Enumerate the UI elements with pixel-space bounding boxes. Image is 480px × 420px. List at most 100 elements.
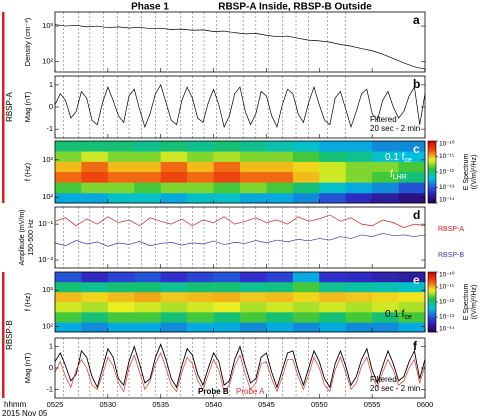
colorbar-step: [428, 167, 436, 170]
colorbar-label: E Spectrum: [463, 284, 470, 321]
colorbar-step: [428, 195, 436, 198]
spectrum-cell: [266, 192, 294, 204]
spectrum-cell: [213, 312, 241, 323]
y-axis-label: Mag (nT): [23, 91, 32, 122]
spectrum-cell: [160, 192, 188, 204]
spectrum-cell: [213, 301, 241, 313]
spectrum-cell: [81, 312, 109, 323]
spectrum-cell: [160, 171, 188, 183]
spectrum-cell: [213, 322, 241, 333]
spectrum-cell: [213, 192, 241, 204]
annotation-text: 0.1 f: [385, 152, 405, 163]
spectrum-cell: [345, 301, 373, 313]
spectrum-cell: [398, 192, 426, 204]
spectrum-cell: [107, 151, 135, 162]
spectrum-cell: [55, 141, 82, 152]
spectrum-cell: [55, 281, 82, 293]
colorbar-step: [428, 290, 436, 292]
colorbar-tick-label: 10⁻¹¹: [439, 284, 455, 291]
spectrum-cell: [160, 141, 188, 152]
spectrum-cell: [134, 301, 162, 313]
spectrum-cell: [292, 322, 320, 333]
spectrum-cell: [55, 301, 82, 313]
spectrum-cell: [55, 171, 82, 183]
spectrum-cell: [319, 151, 347, 162]
spectrum-cell: [292, 291, 320, 303]
y-axis-label: 150-500 Hz: [28, 219, 35, 256]
annotation: 20 sec - 2 min: [370, 384, 420, 393]
spectrum-cell: [372, 291, 399, 303]
annotation-text: f: [390, 169, 393, 180]
annotation: fLHR: [390, 169, 407, 181]
spectrum-cell: [55, 322, 82, 333]
colorbar-step: [428, 145, 436, 148]
y-axis-label: Density (cm⁻³): [23, 17, 32, 66]
annotation: Filtered: [370, 375, 397, 384]
y-tick-label: 10²: [42, 321, 53, 330]
spectrum-cell: [319, 301, 347, 313]
panel-letter: b: [413, 77, 420, 91]
spectrum-cell: [55, 151, 82, 162]
spectrum-cell: [319, 291, 347, 303]
spectrum-cell: [55, 192, 82, 204]
spectrum-cell: [372, 301, 399, 313]
colorbar-step: [428, 318, 436, 321]
spectrum-cell: [319, 272, 347, 283]
panel: RBSP-A RBSP-B 10⁻² 10⁻¹ Amplitude (mV/m) 150-…: [19, 206, 464, 269]
spectrum-cell: [398, 301, 426, 313]
spectrum-cell: [292, 192, 320, 204]
spectrum-cell: [292, 182, 320, 194]
spectrum-cell: [345, 281, 373, 293]
spectrum-cell: [213, 141, 241, 152]
y-tick-label: -1: [46, 384, 53, 393]
annotation-subscript: LHR: [393, 174, 407, 181]
colorbar-step: [428, 323, 436, 325]
spectrum-cell: [345, 312, 373, 323]
spectrum-cell: [107, 281, 135, 293]
colorbar-step: [428, 305, 436, 307]
spectrum-cell: [81, 161, 109, 173]
colorbar-tick-label: 10⁻¹⁰: [439, 271, 455, 279]
colorbar-step: [428, 291, 436, 294]
y-tick-label: 10³: [42, 285, 53, 294]
colorbar-step: [428, 162, 436, 165]
colorbar-step: [428, 317, 436, 319]
spectrum-cell: [372, 192, 399, 204]
spectrum-cell: [292, 171, 320, 183]
series-line: [54, 83, 426, 129]
spectrum-cell: [55, 272, 82, 283]
spectrum-cell: [292, 281, 320, 293]
group-label: RBSP-B: [5, 320, 14, 350]
x-tick-label: 0540: [205, 400, 222, 409]
spectrum-cell: [398, 322, 426, 333]
spectrum-cell: [372, 281, 399, 293]
colorbar-step: [428, 306, 436, 309]
spectrum-cell: [398, 151, 426, 162]
annotation: Filtered: [370, 115, 397, 124]
spectrum-cell: [292, 272, 320, 283]
spectrum-cell: [240, 272, 267, 283]
spectrum-cell: [372, 182, 399, 194]
spectrum-cell: [266, 272, 294, 283]
spectrum-cell: [134, 182, 162, 194]
spectrum-cell: [213, 182, 241, 194]
annotation-subscript: ce: [404, 157, 412, 164]
colorbar-step: [428, 312, 436, 315]
x-tick-label: 0550: [311, 400, 328, 409]
panel: 10² 10³ Density (cm⁻³) a: [23, 11, 426, 73]
spectrum-cell: [240, 291, 267, 303]
panel-letter: e: [413, 273, 420, 287]
spectrum-cell: [372, 322, 399, 333]
spectrum-cell: [107, 272, 135, 283]
legend-entry: RBSP-A: [438, 226, 464, 233]
spectrum-cell: [345, 141, 373, 152]
spectrum-cell: [107, 312, 135, 323]
colorbar-step: [428, 303, 436, 306]
y-tick-label: 10⁻²: [38, 255, 53, 264]
series-line: [54, 24, 426, 70]
colorbar-step: [428, 329, 436, 331]
spectrum-cell: [160, 182, 188, 194]
spectrum-cell: [81, 291, 109, 303]
legend-entry: RBSP-B: [438, 252, 464, 259]
